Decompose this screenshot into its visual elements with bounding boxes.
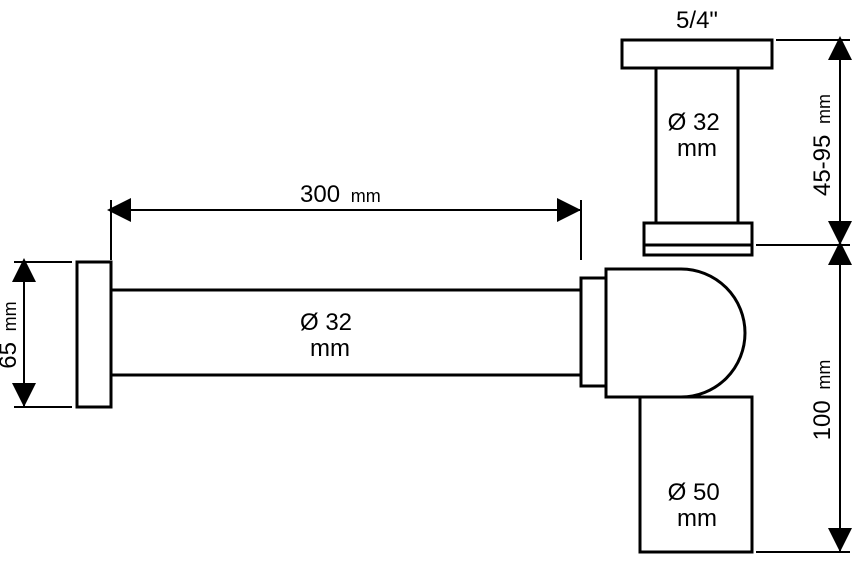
trap-body xyxy=(606,269,745,397)
collar-vertical-1 xyxy=(644,223,752,245)
collar-vertical-2 xyxy=(644,245,752,255)
label-d32-h: Ø 32 mm xyxy=(300,309,359,362)
dim-4595-label: 45-95 mm xyxy=(809,94,836,196)
dim-100-label: 100 mm xyxy=(809,360,836,441)
label-thread: 5/4" xyxy=(676,7,718,34)
flange-top xyxy=(622,40,772,68)
label-d50: Ø 50 mm xyxy=(668,479,727,532)
technical-drawing: 300 mm 65 mm 45-95 mm 100 mm 5/4" Ø 32 m… xyxy=(0,0,863,576)
dim-65-label: 65 mm xyxy=(0,301,22,368)
flange-left xyxy=(77,262,111,407)
label-d32-v: Ø 32 mm xyxy=(668,109,727,162)
dim-300-label: 300 mm xyxy=(300,181,381,208)
collar-horizontal xyxy=(581,278,606,386)
